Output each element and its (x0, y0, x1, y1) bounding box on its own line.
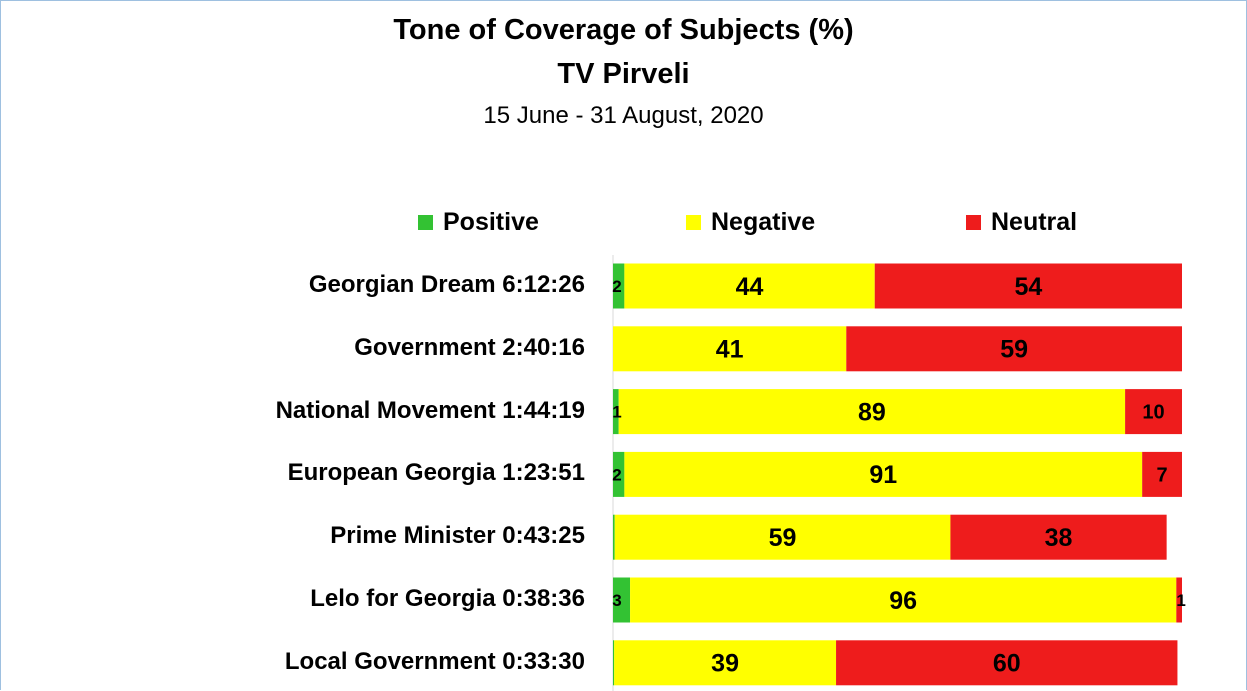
category-label: Lelo for Georgia 0:38:36 (310, 585, 585, 612)
data-label: 2 (612, 277, 621, 296)
bar-positive (613, 263, 625, 309)
bar-negative (630, 577, 1177, 623)
bar-neutral (846, 326, 1182, 372)
data-label: 39 (711, 650, 739, 678)
bar-neutral (836, 640, 1178, 686)
bar-negative (614, 514, 951, 560)
category-label: European Georgia 1:23:51 (287, 459, 585, 487)
data-label: 1 (1176, 591, 1185, 610)
data-label: 41 (716, 336, 744, 364)
data-label: 2 (612, 465, 621, 484)
bar-positive (613, 640, 615, 686)
data-label: 59 (769, 524, 797, 552)
bar-negative (614, 640, 837, 686)
data-label: 3 (612, 591, 621, 610)
legend-item-positive: Positive (418, 208, 539, 237)
data-label: 38 (1045, 524, 1073, 552)
chart-title: Tone of Coverage of Subjects (%) (393, 14, 854, 46)
data-label: 7 (1157, 464, 1168, 486)
bar-neutral (1125, 389, 1182, 435)
bar-negative (618, 389, 1126, 435)
chart-date-range: 15 June - 31 August, 2020 (483, 102, 764, 129)
bar-negative (624, 263, 875, 309)
category-label: National Movement 1:44:19 (275, 396, 585, 424)
legend-label: Neutral (991, 208, 1078, 236)
category-label: Georgian Dream 6:12:26 (308, 271, 585, 298)
bar-neutral (950, 514, 1167, 560)
bar-neutral (1176, 577, 1182, 623)
data-label: 96 (889, 587, 917, 615)
legend-swatch (966, 215, 981, 230)
legend-swatch (418, 215, 433, 230)
category-label: Prime Minister 0:43:25 (330, 522, 585, 550)
data-label: 54 (1014, 273, 1042, 301)
bar-neutral (874, 263, 1182, 309)
data-label: 91 (869, 461, 897, 489)
bar-neutral (1142, 451, 1182, 497)
legend-swatch (686, 215, 701, 230)
data-label: 10 (1142, 402, 1164, 424)
chart-subtitle: TV Pirveli (557, 58, 690, 90)
bar-positive (613, 577, 631, 623)
legend-label: Positive (443, 208, 539, 236)
data-label: 44 (736, 273, 764, 301)
legend-label: Negative (711, 208, 816, 236)
data-label: 89 (858, 398, 886, 426)
legend-item-neutral: Neutral (966, 208, 1077, 237)
data-label: 59 (1000, 336, 1028, 364)
bar-positive (613, 451, 625, 497)
category-label: Local Government 0:33:30 (284, 647, 585, 675)
bar-negative (624, 451, 1143, 497)
bar-positive (613, 389, 619, 435)
category-label: Government 2:40:16 (354, 333, 585, 361)
bar-positive (613, 514, 615, 560)
data-label: 60 (993, 650, 1021, 678)
bar-negative (613, 326, 847, 372)
data-label: 1 (612, 403, 621, 422)
legend-item-negative: Negative (686, 208, 815, 237)
